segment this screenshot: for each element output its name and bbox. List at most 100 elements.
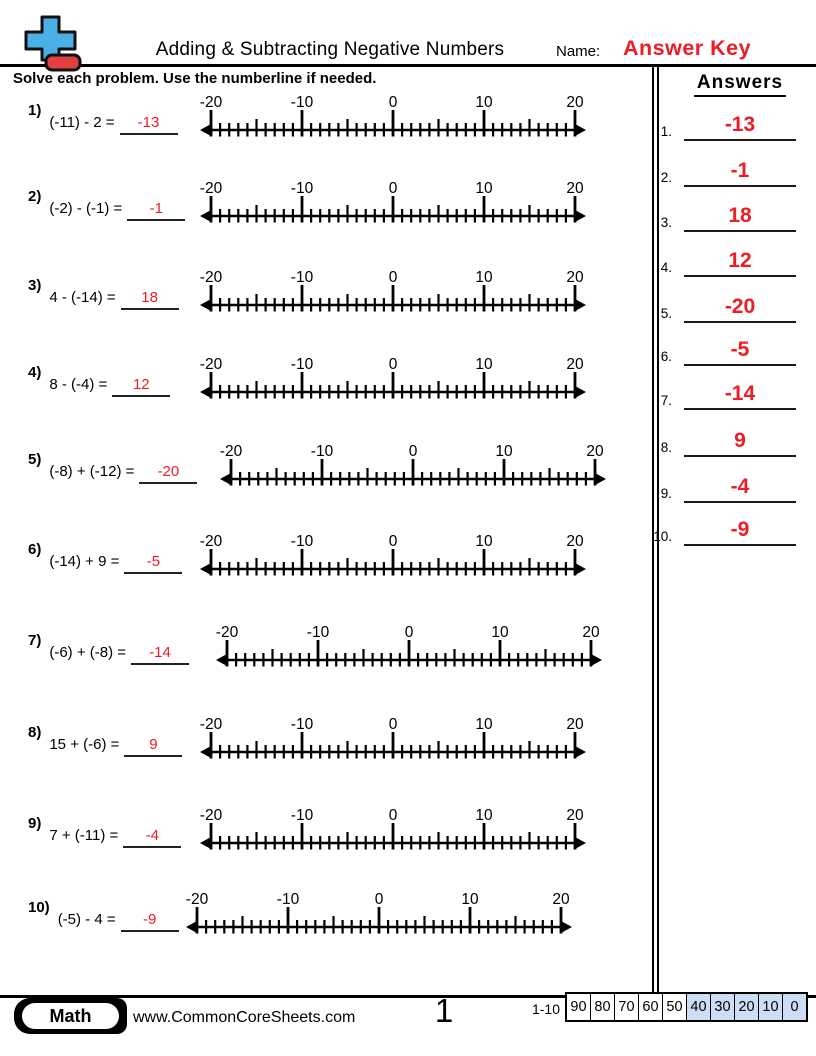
numberline: -20 -10 0 10 20 [216, 624, 602, 667]
problem-expression: (-11) - 2 = [49, 114, 115, 131]
footer-divider [0, 995, 816, 998]
problem-answer-blank: -14 [131, 644, 190, 665]
answer-value: -20 [724, 295, 756, 318]
numberline-label: 0 [389, 269, 398, 286]
score-cell: 60 [638, 994, 662, 1020]
numberline: -20 -10 0 10 20 [200, 716, 586, 759]
answer-value: 12 [728, 249, 752, 272]
numberline-label: 0 [375, 891, 384, 908]
numberline-label: -20 [200, 180, 223, 197]
score-cell: 10 [758, 994, 782, 1020]
numberline-label: 10 [475, 533, 493, 550]
numberline: -20 -10 0 10 20 [200, 269, 586, 312]
numberline-label: 10 [461, 891, 479, 908]
numberline-label: 20 [566, 356, 584, 373]
problem-answer-blank: -13 [119, 114, 178, 135]
numberline-label: -10 [291, 269, 314, 286]
numberline-label: 0 [409, 443, 418, 460]
answer-line [684, 139, 796, 141]
numberline-label: 0 [389, 716, 398, 733]
problem-number: 2) [28, 188, 42, 205]
problem-row-9: 9) 7 + (-11) = -4 -20 -10 0 10 20 [0, 806, 652, 862]
numberline-label: -20 [200, 807, 223, 824]
numberline-label: -10 [311, 443, 334, 460]
subject-badge: Math [14, 998, 127, 1034]
answer-item-number: 7. [660, 393, 672, 408]
answer-key-label: Answer Key [623, 36, 752, 60]
answer-line [684, 321, 796, 323]
problem-answer-blank: 9 [124, 736, 183, 757]
answer-value: -4 [730, 475, 750, 498]
problem-expression: 8 - (-4) = [49, 376, 108, 393]
numberline-label: -10 [291, 94, 314, 111]
problem-answer-blank: -4 [123, 827, 182, 848]
numberline-label: -20 [216, 624, 239, 641]
numberline: -20 -10 0 10 20 [200, 356, 586, 399]
problem-row-1: 1) (-11) - 2 = -13 -20 -10 0 10 20 [0, 93, 652, 149]
problem-text: 6) (-14) + 9 = -5 [28, 541, 183, 574]
numberline-label: 0 [389, 94, 398, 111]
problem-text: 4) 8 - (-4) = 12 [28, 364, 171, 397]
problem-number: 1) [28, 102, 42, 119]
plus-minus-logo-icon [24, 15, 82, 72]
answer-line [684, 544, 796, 546]
numberline-label: 0 [389, 807, 398, 824]
numberline-label: 20 [552, 891, 570, 908]
numberline-label: -20 [200, 533, 223, 550]
problem-text: 8) 15 + (-6) = 9 [28, 724, 183, 757]
website-url: www.CommonCoreSheets.com [133, 1009, 356, 1026]
answer-value: -1 [730, 159, 750, 182]
numberline-label: -10 [307, 624, 330, 641]
answers-title: Answers [672, 72, 808, 97]
problem-text: 3) 4 - (-14) = 18 [28, 277, 179, 310]
answer-item-number: 3. [660, 215, 672, 230]
answer-value: -5 [730, 338, 750, 361]
numberline-label: 20 [566, 269, 584, 286]
numberline-label: -10 [291, 180, 314, 197]
numberline-label: 10 [475, 269, 493, 286]
problem-expression: 4 - (-14) = [49, 289, 116, 306]
numberline-label: -20 [200, 269, 223, 286]
subject-badge-label: Math [22, 1003, 119, 1029]
answer-item-number: 10. [653, 529, 672, 544]
problem-text: 7) (-6) + (-8) = -14 [28, 632, 190, 665]
answer-line [684, 455, 796, 457]
name-label: Name: [556, 43, 601, 60]
problem-number: 9) [28, 815, 42, 832]
problem-row-8: 8) 15 + (-6) = 9 -20 -10 0 10 20 [0, 715, 652, 771]
score-cell: 0 [782, 994, 806, 1020]
score-cell: 30 [710, 994, 734, 1020]
problem-text: 10) (-5) - 4 = -9 [28, 899, 179, 932]
score-cell: 20 [734, 994, 758, 1020]
problem-number: 10) [28, 899, 50, 916]
numberline-label: 20 [566, 807, 584, 824]
page-number: 1 [434, 992, 454, 1029]
problem-row-2: 2) (-2) - (-1) = -1 -20 -10 0 10 20 [0, 179, 652, 235]
answer-line [684, 408, 796, 410]
answer-value: -14 [724, 382, 756, 405]
instructions-text: Solve each problem. Use the numberline i… [13, 70, 377, 87]
numberline-label: -20 [186, 891, 209, 908]
numberline-label: 10 [475, 356, 493, 373]
problem-expression: 15 + (-6) = [49, 736, 120, 753]
problem-text: 9) 7 + (-11) = -4 [28, 815, 182, 848]
answer-item-number: 1. [660, 124, 672, 139]
numberline-label: 10 [475, 807, 493, 824]
numberline-label: 0 [389, 356, 398, 373]
problem-row-4: 4) 8 - (-4) = 12 -20 -10 0 10 20 [0, 355, 652, 411]
problem-answer-blank: 18 [120, 289, 179, 310]
problem-row-6: 6) (-14) + 9 = -5 -20 -10 0 10 20 [0, 532, 652, 588]
header-divider [0, 64, 816, 67]
numberline: -20 -10 0 10 20 [220, 443, 606, 486]
numberline-label: 20 [566, 716, 584, 733]
answer-line [684, 275, 796, 277]
score-cell: 40 [686, 994, 710, 1020]
problem-row-10: 10) (-5) - 4 = -9 -20 -10 0 10 20 [0, 890, 652, 946]
numberline: -20 -10 0 10 20 [200, 533, 586, 576]
numberline-label: -10 [291, 533, 314, 550]
numberline-label: 20 [582, 624, 600, 641]
answer-line [684, 185, 796, 187]
answer-item-number: 4. [660, 260, 672, 275]
numberline: -20 -10 0 10 20 [186, 891, 572, 934]
numberline-label: 10 [475, 716, 493, 733]
